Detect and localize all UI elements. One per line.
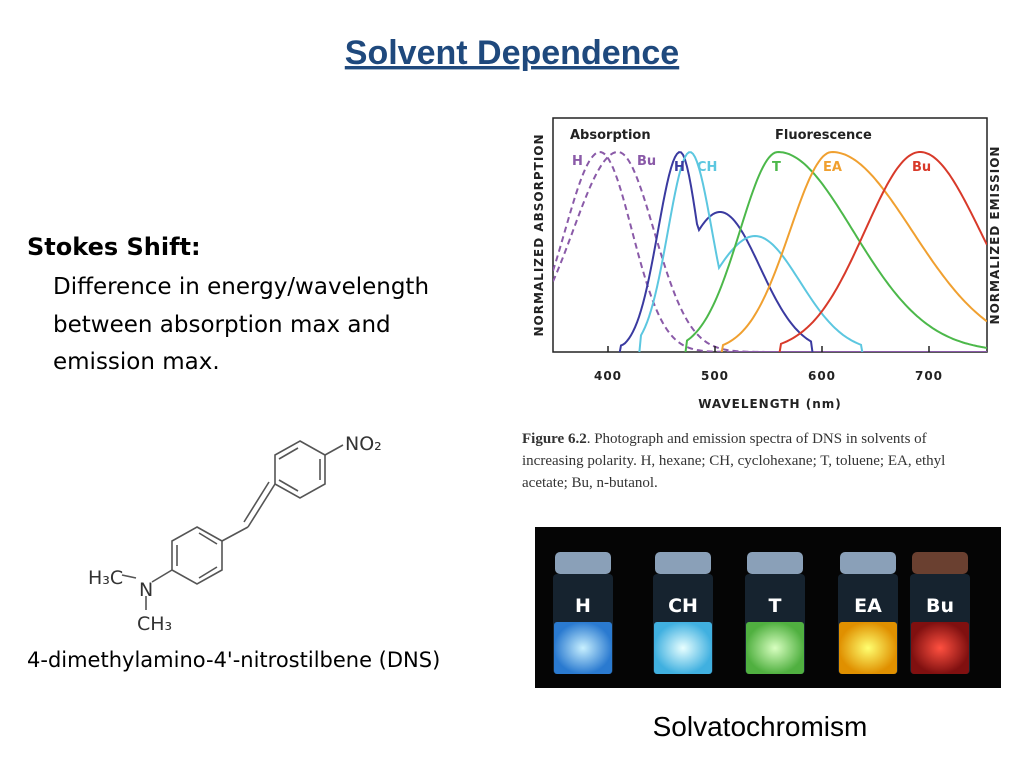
vial-liquid — [839, 622, 897, 674]
curve-label: H — [572, 154, 583, 169]
vial-cap — [912, 552, 968, 574]
vial-liquid — [554, 622, 612, 674]
group-label: Absorption — [570, 128, 651, 143]
vial-label: EA — [854, 595, 882, 617]
figure-label: Figure 6.2 — [522, 431, 587, 447]
caption-text: . Photograph and emission spectra of DNS… — [587, 431, 927, 447]
vial-liquid — [911, 622, 969, 674]
atom-label: NO₂ — [345, 433, 382, 455]
photo-caption: Solvatochromism — [653, 711, 868, 742]
curve-label: H — [674, 160, 685, 175]
vial-cap — [747, 552, 803, 574]
body-line: between absorption max and — [53, 312, 391, 338]
x-tick-label: 600 — [808, 369, 836, 383]
curve-label: Bu — [912, 160, 931, 175]
x-axis-label: WAVELENGTH (nm) — [698, 397, 842, 411]
vials: H CH T EA Bu — [553, 552, 970, 674]
x-tick-label: 400 — [594, 369, 622, 383]
title: Solvent Dependence — [345, 34, 679, 72]
caption-text: acetate; Bu, n-butanol. — [522, 475, 658, 491]
atom-label: N — [139, 579, 153, 601]
vial-cap — [655, 552, 711, 574]
vial-label: CH — [668, 595, 698, 617]
spectra-curves — [553, 150, 987, 352]
vial-cap — [840, 552, 896, 574]
vial-liquid — [746, 622, 804, 674]
vial-label: T — [769, 595, 782, 617]
spectrum-curve — [618, 151, 814, 352]
spectrum-curve — [720, 150, 987, 352]
atom-label: CH₃ — [137, 613, 172, 635]
figure-caption: Figure 6.2. Photograph and emission spec… — [522, 431, 927, 447]
caption-text: increasing polarity. H, hexane; CH, cycl… — [522, 453, 945, 469]
body-line: Difference in energy/wavelength — [53, 274, 429, 300]
spectrum-curve — [638, 151, 864, 352]
vial-label: Bu — [926, 595, 954, 617]
curve-label: EA — [823, 160, 842, 175]
body-line: emission max. — [53, 349, 220, 375]
heading: Stokes Shift: — [27, 233, 201, 261]
atom-label: H₃C — [88, 567, 123, 589]
x-tick-label: 700 — [915, 369, 943, 383]
y-axis-label: NORMALIZED ABSORPTION — [532, 133, 546, 336]
spectrum-curve — [553, 150, 987, 352]
curve-label: CH — [697, 160, 717, 175]
molecule — [121, 440, 344, 610]
x-tick-label: 500 — [701, 369, 729, 383]
spectrum-curve — [778, 151, 987, 352]
y-axis-label: NORMALIZED EMISSION — [988, 146, 1002, 325]
group-label: Fluorescence — [775, 128, 872, 143]
vial-label: H — [575, 595, 591, 617]
plot-frame — [552, 117, 988, 353]
curve-label: T — [772, 160, 781, 175]
spectrum-curve — [684, 150, 987, 352]
spectrum-curve — [553, 151, 987, 352]
curve-label: Bu — [637, 154, 656, 169]
vial-liquid — [654, 622, 712, 674]
molecule-caption: 4-dimethylamino-4'-nitrostilbene (DNS) — [27, 648, 440, 672]
vial-cap — [555, 552, 611, 574]
